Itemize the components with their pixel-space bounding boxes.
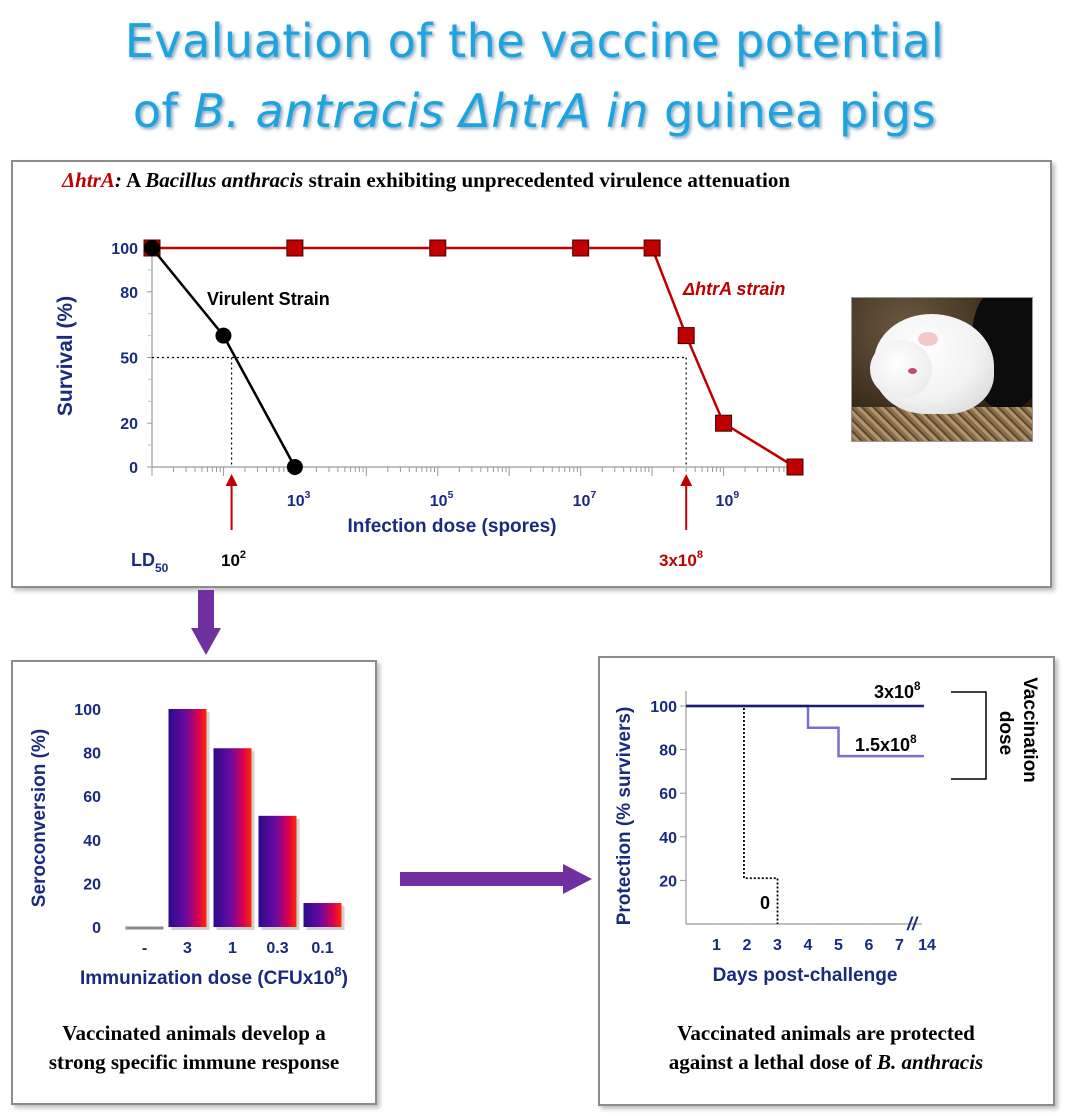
guinea-pig-photo: [851, 297, 1033, 442]
caption-right-prefix: against a lethal dose of: [668, 1050, 878, 1074]
survival-panel-heading: ΔhtrA: A Bacillus anthracis strain exhib…: [62, 168, 790, 193]
heading-species: Bacillus anthracis: [145, 168, 304, 192]
heading-a: A: [121, 168, 146, 192]
seroconversion-caption: Vaccinated animals develop a strong spec…: [11, 1019, 377, 1077]
protection-caption: Vaccinated animals are protected against…: [598, 1019, 1054, 1077]
guinea-pig-ear: [918, 332, 938, 346]
htra-heading-red: ΔhtrA: [62, 168, 115, 192]
title-prefix: of: [132, 84, 194, 138]
flow-arrow-down-head: [191, 628, 221, 655]
title-suffix: guinea pigs: [648, 84, 937, 138]
heading-colon: :: [114, 168, 122, 192]
caption-right-italic: B. anthracis: [877, 1050, 984, 1074]
flow-arrow-down-shaft: [198, 590, 214, 630]
guinea-pig-head: [870, 340, 932, 398]
caption-left-line1: Vaccinated animals develop a: [62, 1021, 326, 1045]
page-title-line1: Evaluation of the vaccine potential: [124, 14, 945, 68]
guinea-pig-eye: [908, 368, 917, 374]
title-italic: B. antracis ΔhtrA in: [193, 84, 649, 138]
flow-arrow-right-head: [563, 864, 592, 894]
flow-arrow-right-shaft: [400, 872, 565, 886]
caption-right-line1: Vaccinated animals are protected: [677, 1021, 975, 1045]
heading-rest: strain exhibiting unprecedented virulenc…: [303, 168, 791, 192]
caption-left-line2: strong specific immune response: [48, 1050, 340, 1074]
caption-right-line2: against a lethal dose of B. anthracis: [598, 1048, 1054, 1077]
page-title-line2: of B. antracis ΔhtrA in guinea pigs: [0, 84, 1069, 138]
